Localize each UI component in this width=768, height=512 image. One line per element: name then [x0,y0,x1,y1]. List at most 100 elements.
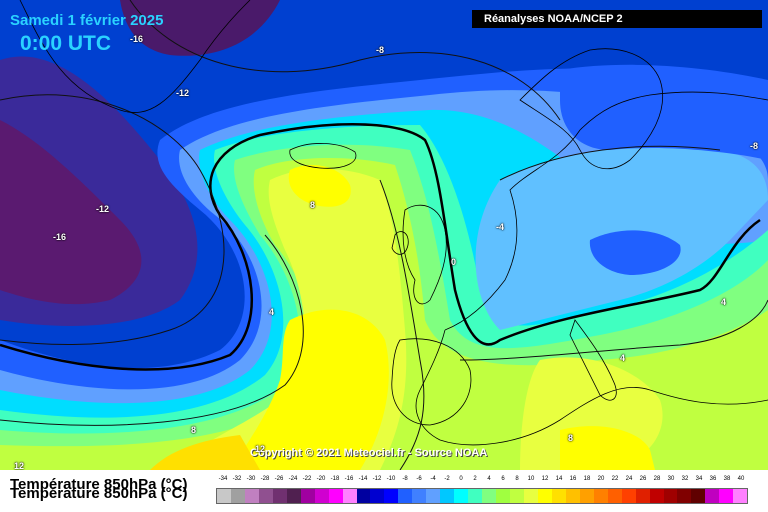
copyright-label: Copyright © 2021 Meteociel.fr - Source N… [250,447,488,459]
cold-core-top [120,0,280,56]
scale-swatch [635,489,650,503]
scale-swatch [468,489,483,503]
coastline-iceland [289,143,357,169]
scale-tick-label: 36 [709,476,717,482]
contour-label: -12 [96,204,110,214]
scale-tick-label: -4 [430,476,436,482]
coastline-italy [569,319,617,401]
contour-label: -8 [750,141,759,151]
contour-label: 8 [568,433,574,443]
contour-label: 4 [721,297,727,307]
scale-tick-label: -10 [386,476,396,482]
scale-swatch [607,489,622,503]
contour-label: -16 [130,34,144,44]
scale-tick-label: 20 [597,476,605,482]
scale-swatch [370,489,385,503]
isotherm-line [499,145,721,181]
scale-swatch [482,489,497,503]
coastline-greenland [19,0,251,113]
scale-tick-label: -16 [344,476,354,482]
contour-label: -8 [376,45,385,55]
contour-label: 8 [191,425,197,435]
scale-swatch [300,489,315,503]
yellow-island-north [288,165,351,207]
contour-label: -12 [176,88,190,98]
scale-swatch [440,489,455,503]
legend-title: Température 850hPa (°C) [10,476,188,493]
yellow-core-atlantic [230,309,389,470]
scale-swatch [691,489,706,503]
date-label: Samedi 1 février 2025 [10,12,164,29]
isotherm-line [0,94,225,345]
scale-swatch [523,489,538,503]
scale-swatch [579,489,594,503]
scale-swatch [593,489,608,503]
scale-swatch [733,489,748,503]
scale-tick-label: 28 [653,476,661,482]
coastline-scandinavia [519,48,664,169]
cold-core-purple [0,120,142,305]
scale-swatch [342,489,357,503]
isotherm-line [0,234,304,426]
scale-swatch [286,489,301,503]
temperature-map [0,0,768,470]
scale-tick-label: -6 [416,476,422,482]
scale-swatch [565,489,580,503]
yellow-core-africa [560,426,655,470]
scale-tick-label: -30 [246,476,256,482]
coastline-iberia [391,338,472,426]
scale-swatch [258,489,273,503]
scale-swatch [649,489,664,503]
scale-tick-label: 26 [639,476,647,482]
scale-swatch [217,489,231,503]
scale-tick-label: 40 [737,476,745,482]
scale-swatch [272,489,287,503]
scale-swatch [719,489,734,503]
scale-tick-label: 16 [569,476,577,482]
scale-tick-label: 8 [515,476,519,482]
scale-tick-label: -34 [218,476,228,482]
europe-blue-core [589,230,681,275]
scale-tick-label: -8 [402,476,408,482]
isotherm-line [459,299,768,361]
isotherm-line [129,0,561,121]
contour-label: 0 [451,257,457,267]
scale-swatch [398,489,413,503]
color-scale: -34 -32 -30 -28 -26 -24 -22 -20 -18 -16 -14 -12 -10-… [216,476,750,508]
legend-bar: Température 850hPa (°C) Température 850h… [0,470,768,512]
scale-tick-label: 10 [527,476,535,482]
scale-tick-label: 24 [625,476,633,482]
scale-tick-label: -20 [316,476,326,482]
scale-tick-label: 12 [541,476,549,482]
scale-tick-label: 2 [473,476,477,482]
contour-label: 4 [269,307,275,317]
scale-swatch [384,489,399,503]
scale-tick-label: 34 [695,476,703,482]
scale-tick-label: -12 [372,476,382,482]
time-label: 0:00 UTC [20,32,112,55]
scale-tick-label: -32 [232,476,242,482]
scale-swatches [216,488,748,504]
source-banner: Réanalyses NOAA/NCEP 2 [472,10,762,28]
legend-title-shadow: Température 850hPa (°C) [10,485,188,502]
isotherm-line [379,179,425,470]
scale-swatch [705,489,720,503]
scale-swatch [677,489,692,503]
scale-tick-label: -22 [302,476,312,482]
scale-swatch [244,489,259,503]
scale-swatch [328,489,343,503]
scale-swatch [537,489,552,503]
scale-tick-label: 4 [487,476,491,482]
scale-tick-label: 30 [667,476,675,482]
scale-tick-label: 6 [501,476,505,482]
orange-core-sw [150,435,260,470]
contour-label: 8 [310,200,316,210]
contour-label: 12 [255,444,266,454]
scandinavia-cold [560,64,768,160]
contour-label: 4 [620,353,626,363]
coastline-british-isles [391,204,447,305]
scale-tick-label: 32 [681,476,689,482]
zero-isotherm [0,123,761,371]
scale-swatch [510,489,524,503]
scale-swatch [621,489,636,503]
